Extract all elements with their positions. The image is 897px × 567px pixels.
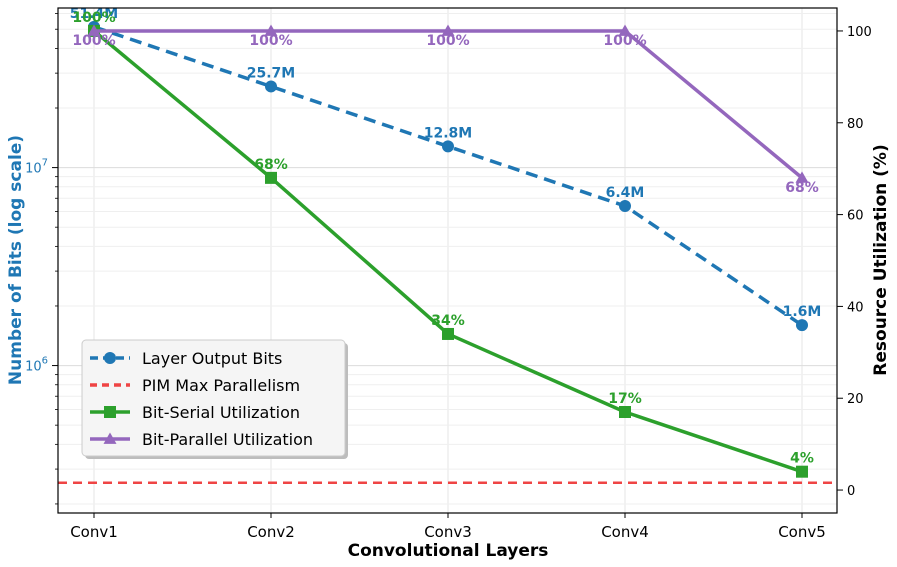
bit-parallel-utilization-point [264, 24, 278, 36]
legend-label-bit-serial-utilization: Bit-Serial Utilization [142, 403, 300, 422]
bit-serial-utilization-data-label: 17% [608, 391, 642, 407]
x-axis: Conv1 Conv2 Conv3 Conv4 Conv5 [70, 513, 826, 541]
x-tick-label: Conv4 [601, 523, 649, 541]
right-tick-label: 40 [847, 300, 864, 315]
bit-parallel-utilization-data-label: 100% [249, 33, 292, 49]
layer-output-bits-point [796, 319, 808, 332]
bit-parallel-utilization-data-label: 100% [603, 33, 646, 49]
left-tick-label: 106 [25, 356, 48, 375]
left-tick-label: 107 [25, 158, 48, 177]
bit-parallel-utilization-data-label: 100% [72, 33, 115, 49]
bit-serial-utilization-point [619, 406, 631, 418]
bit-parallel-utilization-point [441, 24, 455, 36]
bit-serial-utilization-data-label: 34% [431, 313, 465, 329]
bit-serial-utilization-data-label: 100% [72, 10, 115, 26]
bit-serial-utilization-point [796, 465, 808, 478]
right-tick-label: 0 [847, 484, 855, 499]
right-y-axis: 0 20 40 60 80 100 [837, 25, 872, 499]
right-axis-title: Resource Utilization (%) [871, 144, 891, 375]
layer-output-bits-point [442, 140, 454, 153]
bit-parallel-utilization-point [618, 24, 632, 36]
bit-serial-utilization-data-label: 4% [790, 451, 814, 467]
x-tick-label: Conv2 [247, 523, 295, 541]
layer-output-bits-data-label: 12.8M [424, 125, 472, 141]
right-tick-label: 80 [847, 117, 864, 132]
data-labels-layer: 51.4M 25.7M 12.8M 6.4M 1.6M 100% 68% 34% 17% 4% 10… [70, 6, 822, 467]
bit-serial-utilization-point [265, 171, 277, 184]
legend-label-pim-max-parallelism: PIM Max Parallelism [142, 376, 300, 395]
bit-parallel-utilization-point [795, 171, 809, 183]
right-tick-label: 60 [847, 209, 864, 224]
bit-parallel-utilization-point [87, 24, 101, 36]
x-tick-label: Conv5 [778, 523, 826, 541]
legend-marker-bit-parallel-utilization [103, 432, 117, 444]
legend-marker-bit-serial-utilization [104, 406, 116, 418]
right-tick-label: 100 [847, 25, 872, 40]
layer-output-bits-line [93, 25, 803, 327]
layer-output-bits-data-label: 1.6M [783, 304, 822, 320]
legend-label-layer-output-bits: Layer Output Bits [142, 349, 282, 368]
layer-output-bits-point [265, 80, 277, 93]
x-axis-title: Convolutional Layers [348, 541, 549, 561]
legend-box [81, 339, 346, 457]
bit-parallel-utilization-data-label: 100% [426, 33, 469, 49]
bit-serial-utilization-data-label: 68% [254, 157, 288, 173]
left-y-axis: 106 107 [25, 13, 58, 505]
layer-output-bits-data-label: 25.7M [247, 65, 295, 81]
legend-marker-layer-output-bits [104, 352, 116, 364]
layer-output-bits-data-label: 51.4M [70, 6, 118, 22]
series-layer [58, 20, 837, 484]
bit-serial-utilization-point [442, 327, 454, 340]
legend-label-bit-parallel-utilization: Bit-Parallel Utilization [142, 430, 313, 449]
layer-output-bits-data-label: 6.4M [606, 185, 645, 201]
x-tick-label: Conv1 [70, 523, 118, 541]
left-axis-title: Number of Bits (log scale) [6, 135, 26, 385]
right-tick-label: 20 [847, 392, 864, 407]
legend: Layer Output Bits PIM Max Parallelism Bit-… [81, 339, 348, 459]
x-tick-label: Conv3 [424, 523, 472, 541]
layer-output-bits-point [619, 199, 631, 212]
bit-parallel-utilization-data-label: 68% [785, 180, 819, 196]
